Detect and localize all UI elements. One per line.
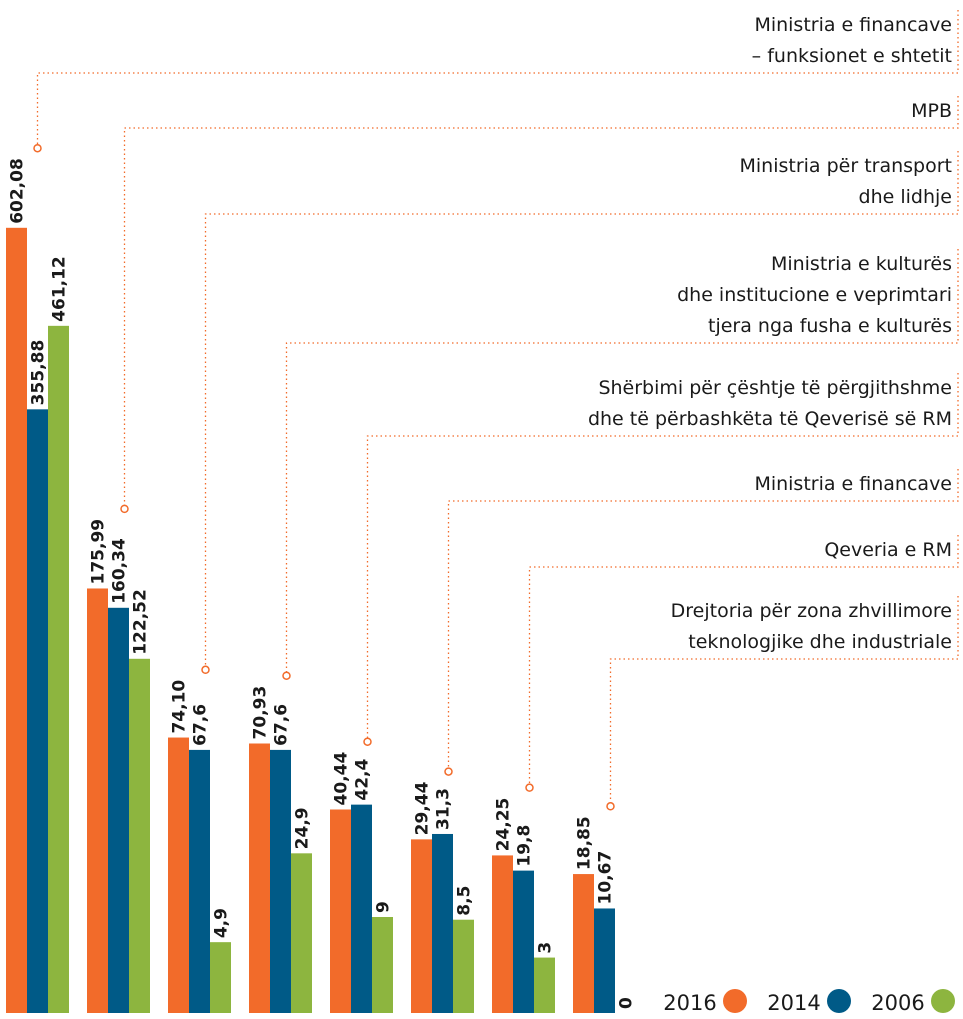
bar xyxy=(48,325,69,1013)
value-label: 40,44 xyxy=(332,752,352,806)
legend-label: 2014 xyxy=(767,991,820,1015)
bar xyxy=(291,853,312,1013)
leader-dot xyxy=(525,783,534,792)
legend-swatch xyxy=(827,989,851,1013)
bar xyxy=(330,809,351,1013)
bar xyxy=(594,908,615,1013)
value-label: 0 xyxy=(617,997,637,1009)
category-label: Ministria e financave xyxy=(754,473,952,495)
value-label: 355,88 xyxy=(29,340,49,406)
leader-line xyxy=(36,10,959,145)
value-label: 10,67 xyxy=(596,851,616,905)
bar xyxy=(270,749,291,1013)
category-label: Shërbimi për çështje të përgjithshme xyxy=(598,377,952,399)
legend-label: 2006 xyxy=(871,991,924,1015)
value-label: 70,93 xyxy=(251,686,271,740)
value-label: 67,6 xyxy=(191,704,211,746)
leader-dot xyxy=(282,671,291,680)
leader-dot xyxy=(33,143,42,153)
bar xyxy=(27,409,48,1013)
category-label: dhe lidhje xyxy=(859,186,952,208)
leader-line xyxy=(123,96,959,505)
leader-dot xyxy=(363,737,372,746)
value-label: 122,52 xyxy=(131,589,151,655)
value-label: 9 xyxy=(374,901,394,913)
category-label: Ministria e financave xyxy=(754,14,952,36)
bar xyxy=(453,919,474,1013)
bar xyxy=(189,749,210,1013)
category-label: Drejtoria për zona zhvillimore xyxy=(671,600,952,622)
value-label: 31,3 xyxy=(434,788,454,830)
leader-line xyxy=(609,596,959,803)
leader-line xyxy=(366,373,959,738)
leader-dot xyxy=(606,802,615,811)
value-label: 3 xyxy=(536,942,556,954)
category-label: Ministria për transport xyxy=(739,155,952,177)
value-label: 8,5 xyxy=(455,886,475,916)
value-label: 461,12 xyxy=(50,256,70,322)
category-label: Ministria e kulturës xyxy=(771,253,952,275)
leader-line xyxy=(204,151,959,666)
legend-swatch xyxy=(931,989,955,1013)
category-label: tjera nga fusha e kulturës xyxy=(708,315,952,337)
value-label: 18,85 xyxy=(575,816,595,870)
value-label: 175,99 xyxy=(89,519,109,585)
value-label: 29,44 xyxy=(413,781,433,835)
value-label: 74,10 xyxy=(170,680,190,734)
leader-dot xyxy=(201,665,210,675)
category-label: teknologjike dhe industriale xyxy=(688,631,952,653)
bar xyxy=(432,833,453,1013)
legend-label: 2016 xyxy=(663,991,716,1015)
category-label: Qeveria e RM xyxy=(824,539,952,561)
bar xyxy=(6,227,27,1014)
bar xyxy=(249,743,270,1013)
value-label: 160,34 xyxy=(110,538,130,604)
bar xyxy=(534,957,555,1013)
leader-dot xyxy=(444,767,453,776)
category-label: MPB xyxy=(911,100,952,122)
bar xyxy=(168,737,189,1013)
legend-swatch xyxy=(723,989,747,1013)
bar xyxy=(108,607,129,1013)
bar xyxy=(129,658,150,1013)
value-label: 19,8 xyxy=(515,825,535,867)
category-label: dhe institucione e veprimtari xyxy=(677,284,952,306)
value-label: 4,9 xyxy=(212,908,232,938)
value-label: 602,08 xyxy=(8,158,28,224)
bar xyxy=(87,588,108,1013)
value-label: 42,4 xyxy=(353,759,373,801)
category-label: dhe të përbashkëta të Qeverisë së RM xyxy=(588,408,952,430)
leader-dot xyxy=(120,504,129,514)
bar xyxy=(573,874,594,1013)
value-label: 24,9 xyxy=(293,807,313,849)
value-label: 67,6 xyxy=(272,704,292,746)
category-label: – funksionet e shtetit xyxy=(752,45,952,67)
bar xyxy=(411,839,432,1013)
bar xyxy=(492,855,513,1013)
bar xyxy=(351,804,372,1013)
bar xyxy=(210,942,231,1013)
bar xyxy=(513,870,534,1013)
bar xyxy=(372,917,393,1013)
value-label: 24,25 xyxy=(494,798,514,852)
